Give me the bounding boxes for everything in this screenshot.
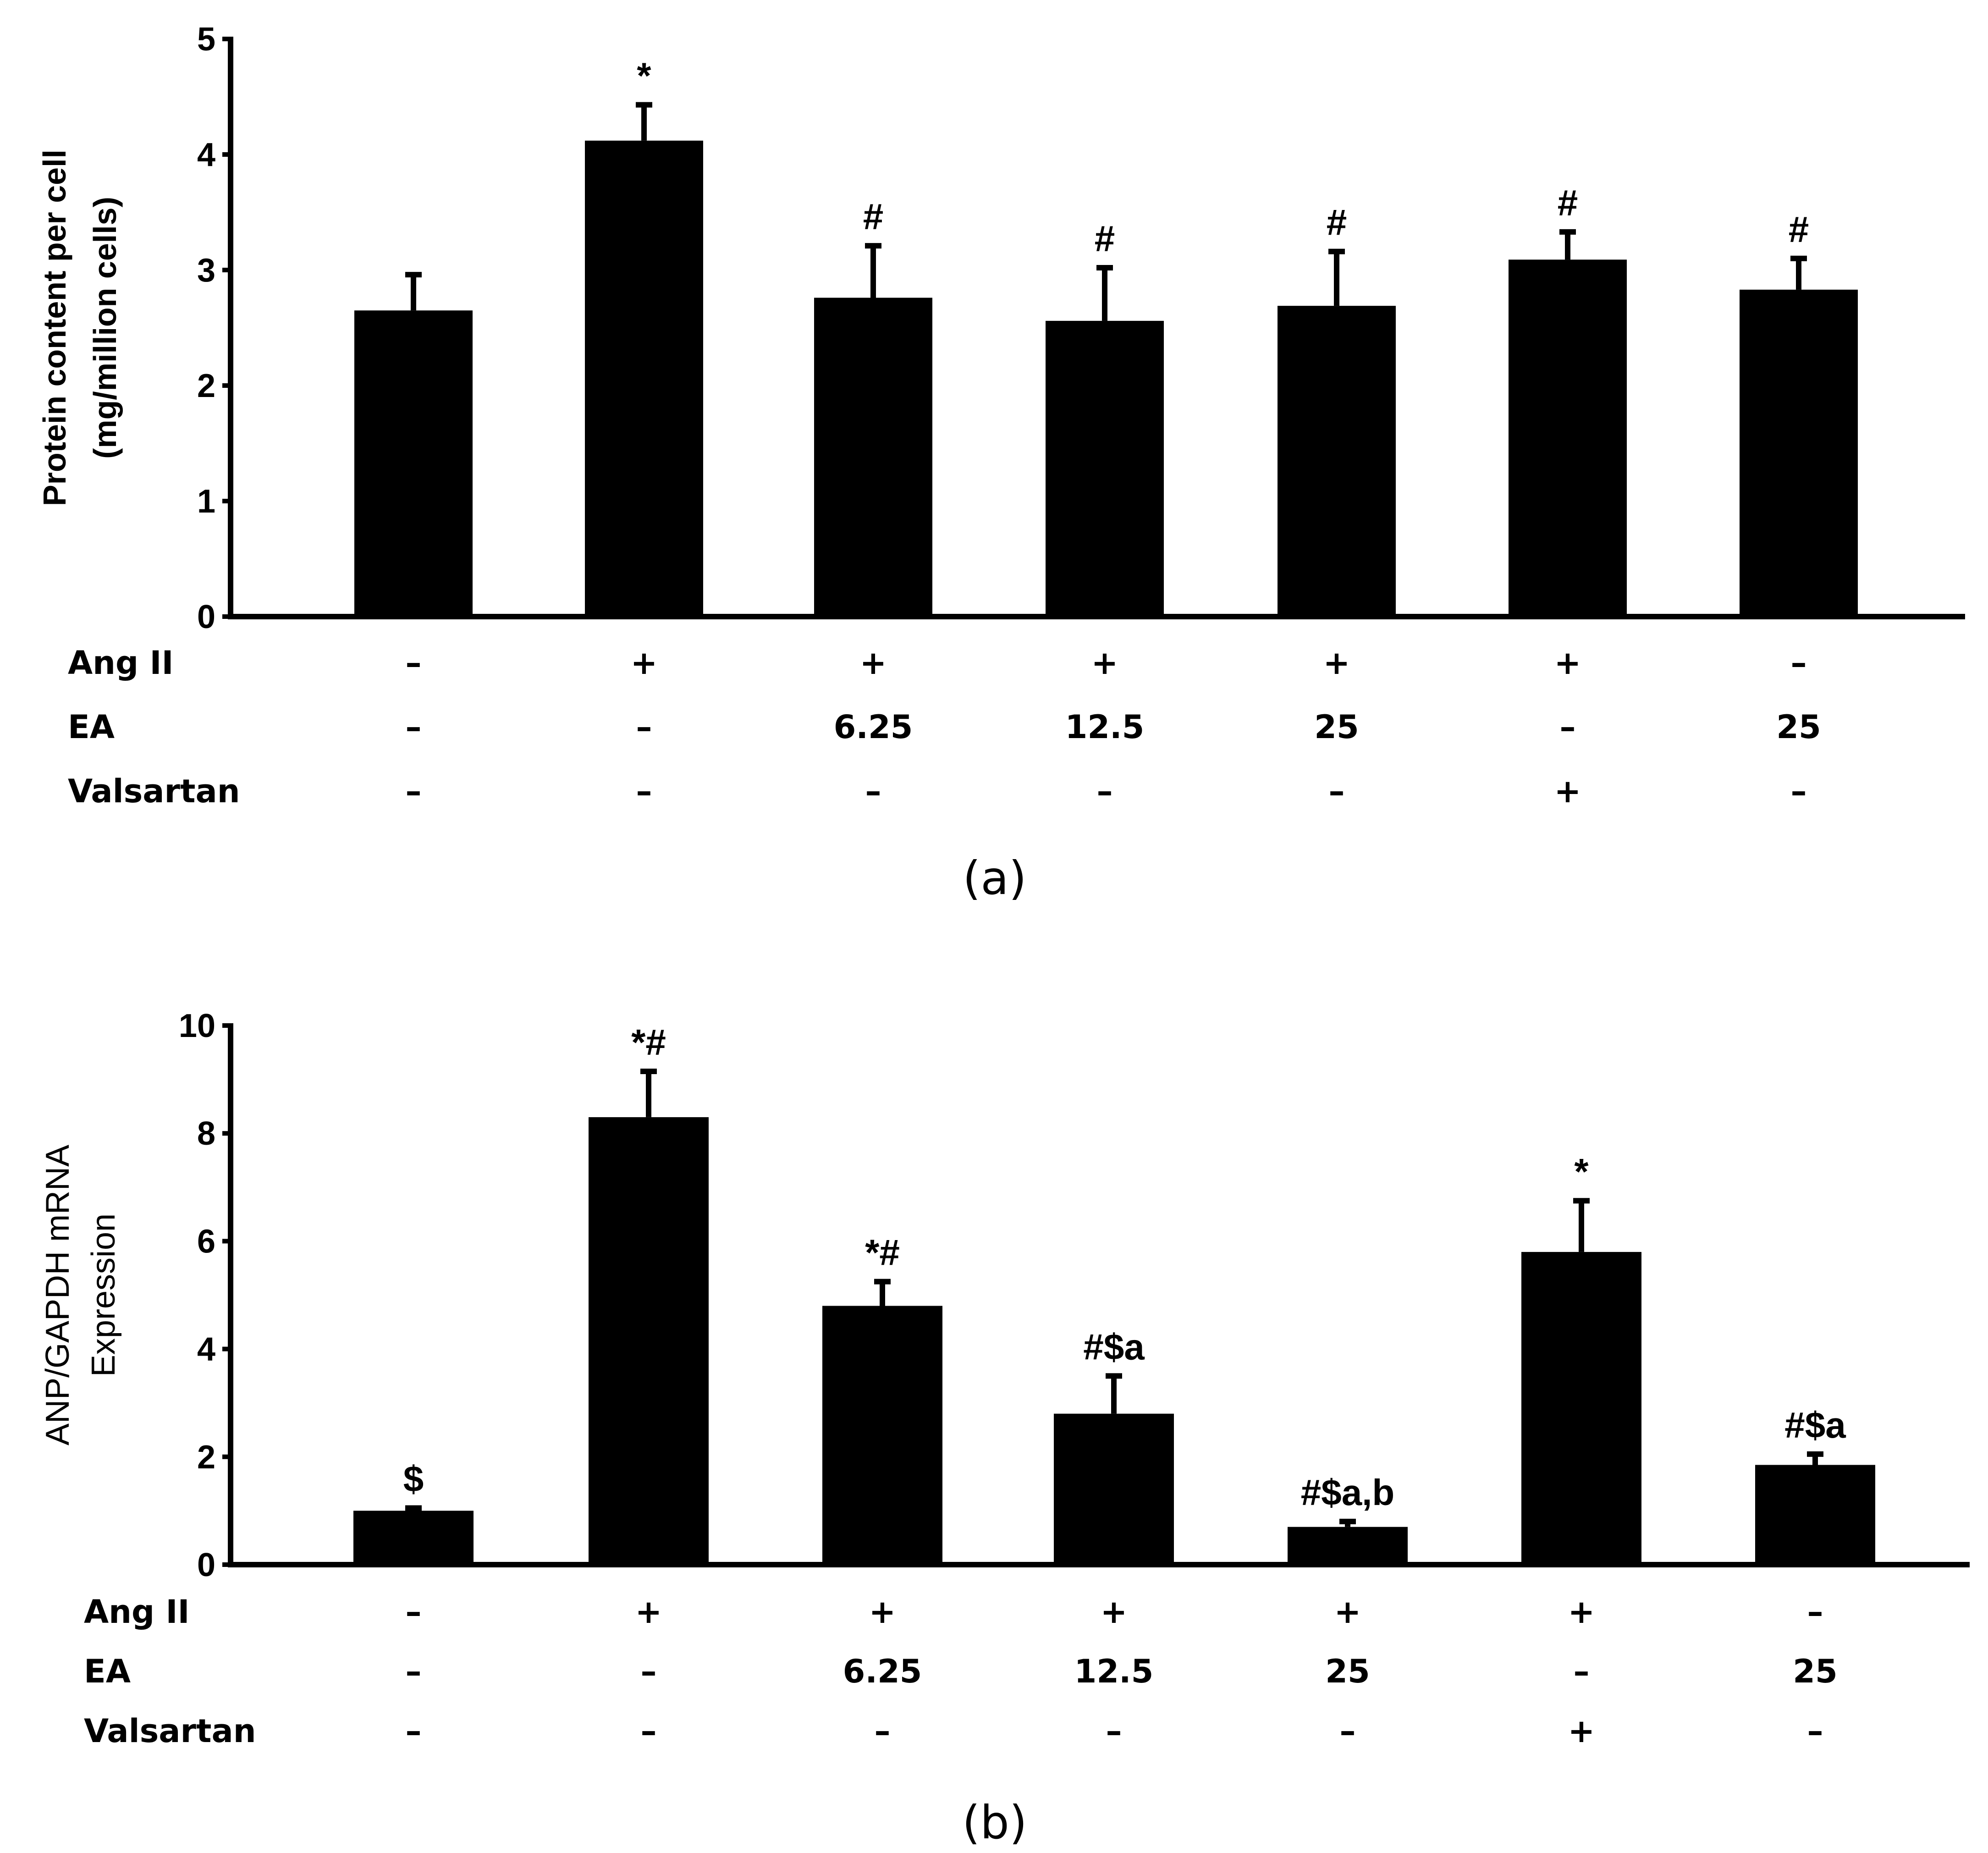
pa-y-tick-label: 1 xyxy=(197,483,215,520)
pb-condition-value: + xyxy=(869,1593,896,1631)
pb-condition-value: – xyxy=(1807,1593,1823,1631)
pa-y-tick-label: 5 xyxy=(197,21,215,58)
pb-condition-value: – xyxy=(641,1712,657,1750)
pa-condition-value: + xyxy=(631,644,658,682)
pa-y-tick-label: 2 xyxy=(197,368,215,404)
pa-condition-value: – xyxy=(406,772,422,810)
pb-condition-value: – xyxy=(406,1593,422,1631)
pb-y-axis-title: Expression xyxy=(85,1213,122,1377)
pb-condition-label: Valsartan xyxy=(84,1712,256,1750)
pa-significance-label: # xyxy=(1095,218,1115,259)
pb-condition-value: 25 xyxy=(1793,1653,1837,1690)
pa-condition-value: + xyxy=(860,644,887,682)
pa-panel-label: (a) xyxy=(963,851,1026,905)
pa-y-axis-title: Protein content per cell xyxy=(37,149,72,506)
pa-condition-label: EA xyxy=(68,708,115,746)
pa-y-axis-title: (mg/million cells) xyxy=(87,197,123,459)
pb-significance-label: #$a xyxy=(1784,1405,1846,1445)
pa-condition-value: – xyxy=(636,708,652,746)
pa-condition-value: – xyxy=(636,772,652,810)
pb-condition-value: + xyxy=(1334,1593,1361,1631)
pa-condition-value: + xyxy=(1554,644,1581,682)
pa-condition-value: – xyxy=(406,708,422,746)
pb-bar xyxy=(1521,1252,1641,1565)
pb-y-tick-label: 10 xyxy=(179,1008,215,1044)
pb-y-tick-label: 6 xyxy=(197,1223,215,1260)
pa-condition-value: + xyxy=(1091,644,1118,682)
pa-significance-label: # xyxy=(1789,209,1809,250)
pa-condition-value: 12.5 xyxy=(1065,708,1145,746)
pb-panel-label: (b) xyxy=(962,1796,1027,1849)
pb-condition-value: 6.25 xyxy=(843,1653,922,1690)
pb-condition-value: + xyxy=(635,1593,662,1631)
pb-condition-value: – xyxy=(641,1653,657,1690)
pb-condition-value: – xyxy=(1340,1712,1356,1750)
pb-condition-value: + xyxy=(1568,1712,1595,1750)
pb-y-axis-title: ANP/GAPDH mRNA xyxy=(39,1145,76,1445)
pa-condition-value: 25 xyxy=(1776,708,1821,746)
pa-condition-value: – xyxy=(1329,772,1345,810)
pa-significance-label: # xyxy=(1558,182,1578,223)
pa-bar xyxy=(1278,306,1396,617)
pa-significance-label: # xyxy=(863,196,884,237)
pb-condition-value: – xyxy=(1807,1712,1823,1750)
pa-condition-label: Valsartan xyxy=(68,772,240,810)
pa-y-tick-label: 3 xyxy=(197,252,215,289)
pb-condition-value: – xyxy=(875,1712,891,1750)
pb-bar xyxy=(822,1306,942,1565)
pb-condition-value: – xyxy=(1574,1653,1590,1690)
pa-significance-label: * xyxy=(637,55,651,96)
pa-bar xyxy=(354,310,473,617)
pa-bar xyxy=(585,140,703,617)
pa-condition-value: – xyxy=(1791,772,1807,810)
pb-y-tick-label: 0 xyxy=(197,1547,215,1583)
pb-significance-label: #$a,b xyxy=(1301,1472,1395,1513)
pa-condition-value: – xyxy=(865,772,881,810)
pb-condition-value: – xyxy=(1106,1712,1122,1750)
pa-bar xyxy=(1509,259,1627,617)
pb-condition-value: – xyxy=(406,1712,422,1750)
pb-bar xyxy=(1288,1527,1408,1565)
pb-significance-label: * xyxy=(1574,1151,1589,1192)
pb-condition-value: – xyxy=(406,1653,422,1690)
pb-significance-label: $ xyxy=(403,1459,424,1500)
pa-bar xyxy=(1046,320,1164,617)
pa-condition-label: Ang II xyxy=(68,644,174,682)
pb-bar xyxy=(1054,1413,1174,1565)
pb-bar xyxy=(353,1511,474,1565)
pb-condition-value: + xyxy=(1568,1593,1595,1631)
pb-y-tick-label: 8 xyxy=(197,1115,215,1152)
pa-bar xyxy=(814,298,932,617)
pa-bar xyxy=(1740,289,1858,617)
pa-condition-value: – xyxy=(1791,644,1807,682)
pb-condition-label: Ang II xyxy=(84,1593,190,1631)
pa-condition-value: 6.25 xyxy=(834,708,913,746)
pa-y-tick-label: 4 xyxy=(197,137,215,173)
pa-condition-value: – xyxy=(406,644,422,682)
pb-condition-value: 12.5 xyxy=(1074,1653,1154,1690)
pb-y-tick-label: 4 xyxy=(197,1331,215,1368)
pa-significance-label: # xyxy=(1327,202,1347,243)
pb-significance-label: *# xyxy=(631,1022,666,1063)
pb-y-tick-label: 2 xyxy=(197,1439,215,1476)
pb-bar xyxy=(1755,1465,1875,1565)
pa-condition-value: + xyxy=(1323,644,1350,682)
pa-condition-value: 25 xyxy=(1314,708,1359,746)
pb-condition-value: + xyxy=(1101,1593,1128,1631)
pb-significance-label: #$a xyxy=(1083,1326,1145,1367)
pa-condition-value: – xyxy=(1097,772,1113,810)
pb-bar xyxy=(589,1117,709,1565)
pa-y-tick-label: 0 xyxy=(197,599,215,635)
pb-condition-value: 25 xyxy=(1325,1653,1370,1690)
pa-condition-value: – xyxy=(1560,708,1576,746)
pa-condition-value: + xyxy=(1554,772,1581,810)
pb-condition-label: EA xyxy=(84,1653,131,1690)
pb-significance-label: *# xyxy=(865,1232,900,1273)
